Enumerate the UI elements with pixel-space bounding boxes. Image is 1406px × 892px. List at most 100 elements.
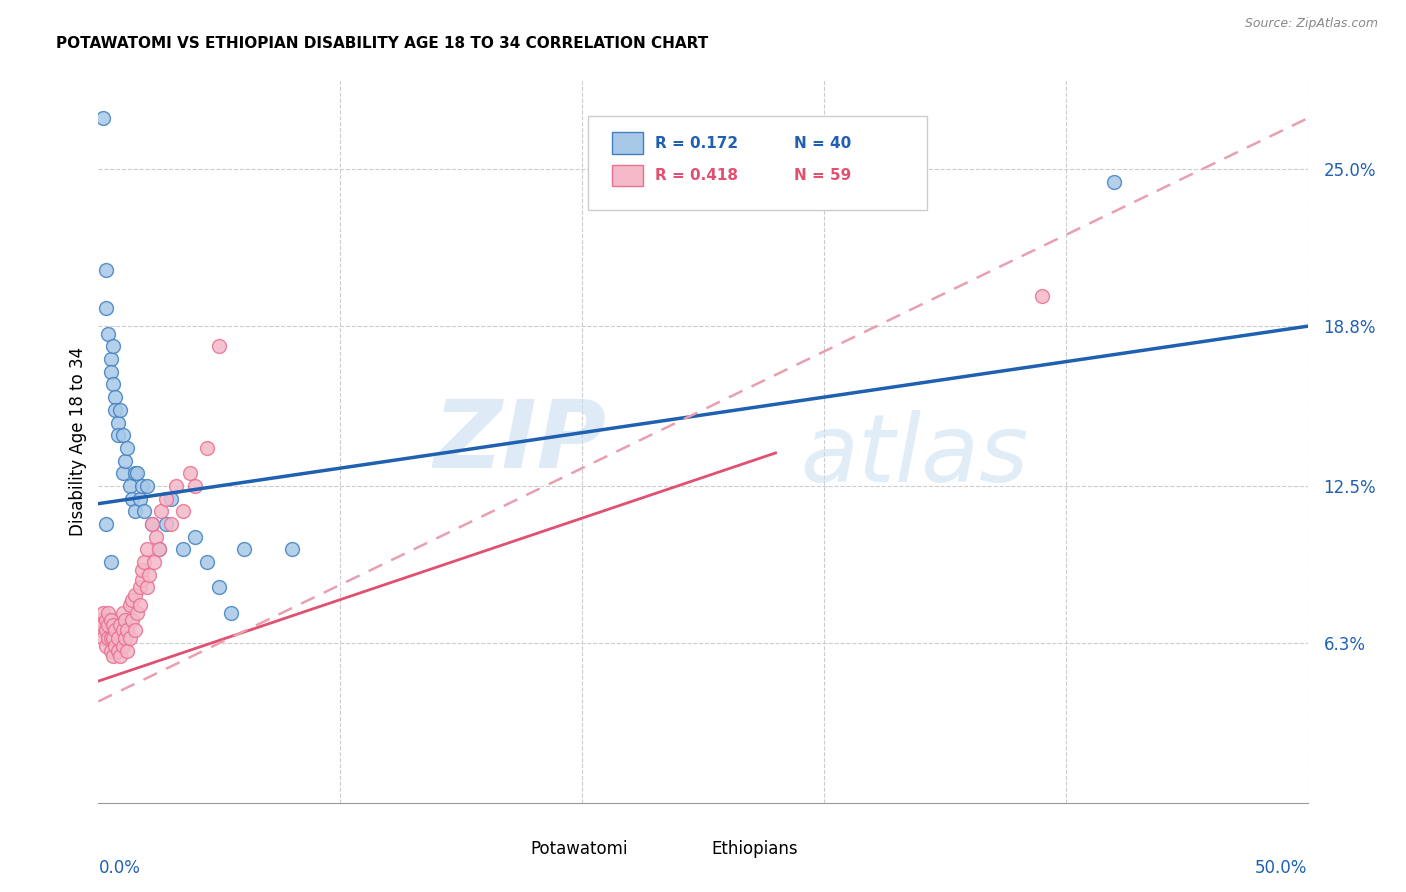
Point [160,491,183,506]
Point [127,606,149,620]
Point [91,112,114,126]
Point [111,428,134,442]
Point [114,453,136,467]
Point [124,588,146,602]
Text: Ethiopians: Ethiopians [711,840,799,858]
Point [1031,289,1053,303]
Point [91,618,114,632]
Point [141,516,163,531]
Point [107,416,129,430]
Point [94,301,117,316]
Point [101,648,124,663]
Point [114,631,136,645]
Point [107,428,129,442]
Point [184,479,207,493]
Point [208,339,231,353]
Point [100,631,122,645]
Text: 0.0%: 0.0% [98,859,141,877]
FancyBboxPatch shape [588,116,927,211]
Point [134,504,156,518]
Point [101,618,124,632]
Point [155,491,177,506]
Point [108,402,131,417]
Point [114,613,136,627]
Point [108,648,131,663]
Point [195,441,218,455]
Point [100,643,122,657]
Point [145,530,167,544]
Point [91,631,114,645]
Point [111,624,134,638]
Y-axis label: Disability Age 18 to 34: Disability Age 18 to 34 [69,347,87,536]
Point [97,326,120,341]
Point [155,516,177,531]
Point [138,567,160,582]
Point [104,390,127,404]
Point [100,613,122,627]
Point [117,441,139,455]
Point [131,563,153,577]
Text: atlas: atlas [800,410,1028,501]
Point [94,516,117,531]
Point [104,624,127,638]
Point [134,555,156,569]
Bar [613,132,643,154]
Point [101,339,124,353]
Point [90,613,112,627]
Point [121,491,143,506]
Point [127,467,149,481]
Point [221,606,243,620]
Point [124,624,146,638]
Point [111,639,134,653]
Text: N = 59: N = 59 [793,169,851,183]
Text: POTAWATOMI VS ETHIOPIAN DISABILITY AGE 18 TO 34 CORRELATION CHART: POTAWATOMI VS ETHIOPIAN DISABILITY AGE 1… [56,36,709,51]
Text: Potawatomi: Potawatomi [530,840,627,858]
Point [104,639,127,653]
Point [281,542,304,557]
Point [141,516,163,531]
Point [107,631,129,645]
Point [135,479,157,493]
Point [165,479,187,493]
Point [90,624,112,638]
Text: R = 0.418: R = 0.418 [655,169,738,183]
Point [108,618,131,632]
Point [172,542,194,557]
Point [195,555,218,569]
Point [128,580,150,594]
Point [184,530,207,544]
Point [121,613,143,627]
Point [121,593,143,607]
Point [160,516,183,531]
Point [111,606,134,620]
Point [143,555,166,569]
Bar [679,839,706,858]
Point [94,263,117,277]
Text: R = 0.172: R = 0.172 [655,136,738,151]
Point [172,504,194,518]
Point [118,631,141,645]
Point [101,377,124,392]
Point [135,542,157,557]
Point [104,402,127,417]
Bar [613,165,643,186]
Point [100,352,122,367]
Point [118,479,141,493]
Point [117,624,139,638]
Text: Source: ZipAtlas.com: Source: ZipAtlas.com [1244,17,1378,29]
Point [97,606,120,620]
Point [124,504,146,518]
Point [128,491,150,506]
Point [232,542,254,557]
Point [100,555,122,569]
Point [111,467,134,481]
Point [1102,175,1125,189]
Point [128,598,150,612]
Point [148,542,170,557]
Point [208,580,231,594]
Point [94,613,117,627]
Point [135,580,157,594]
Point [97,631,120,645]
Point [131,573,153,587]
Point [97,618,120,632]
